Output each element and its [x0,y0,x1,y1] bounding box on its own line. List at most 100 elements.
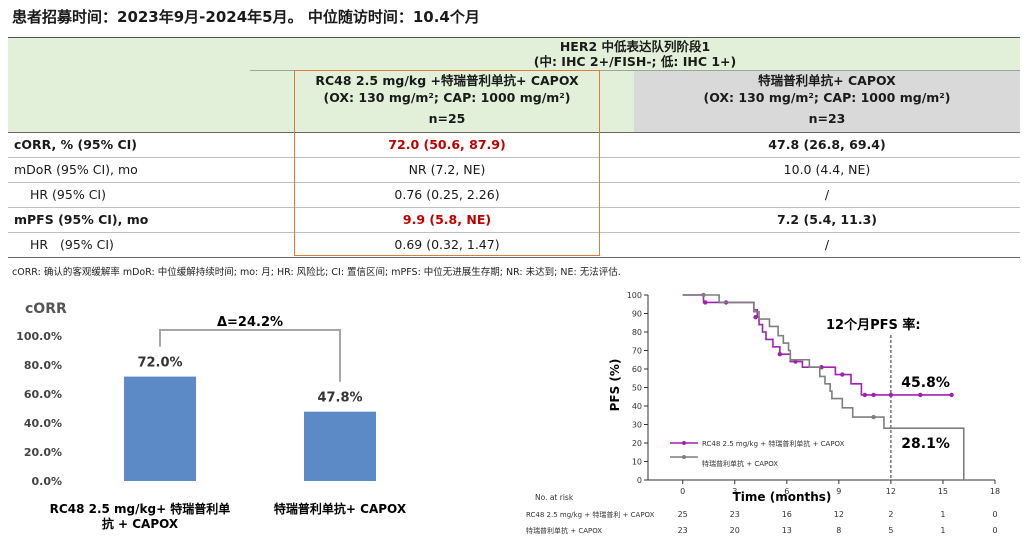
arm2-12m-pfs-label: 28.1% [901,436,950,452]
bar-y-tick-label: 80.0% [24,359,62,372]
bar-x-axis: RC48 2.5 mg/kg+ 特瑞普利单抗 + CAPOX 特瑞普利单抗+ CA… [50,501,407,531]
bar-category-label: RC48 2.5 mg/kg+ 特瑞普利单 [50,501,231,516]
at-risk-count: 16 [782,510,792,519]
row-label-hr-dor: HR (95% CI) [30,187,106,202]
arm1-12m-pfs-label: 45.8% [901,375,950,391]
row-label-mdor: mDoR (95% CI), mo [14,162,138,177]
km-censor-mark [871,414,876,420]
bar-category-label: 特瑞普利单抗+ CAPOX [274,501,407,516]
mdor-arm2: 10.0 (4.4, NE) [783,162,871,177]
km-y-tick-label: 90 [632,310,642,319]
arm2-header-background [634,70,1020,132]
bar-y-tick-label: 60.0% [24,388,62,401]
arm2-name: 特瑞普利单抗+ CAPOX [758,73,896,88]
row-label-hr-pfs: HR (95% CI) [30,237,114,252]
row-label-mpfs: mPFS (95% CI), mo [14,212,149,227]
hr-dor-arm1: 0.76 (0.25, 2.26) [394,187,500,202]
km-censor-mark [871,392,876,398]
km-y-tick-label: 80 [632,328,642,337]
bar [304,411,376,481]
at-risk-count: 0 [992,510,997,519]
at-risk-count: 12 [834,510,844,519]
km-censor-mark [840,372,845,377]
cohort-subtitle: (中: IHC 2+/FISH-; 低: IHC 1+) [533,54,737,69]
footnote: cORR: 确认的客观缓解率 mDoR: 中位缓解持续时间; mo: 月; HR… [12,267,621,278]
corr-arm2: 47.8 (26.8, 69.4) [768,137,886,152]
arm1-n: n=25 [428,111,466,126]
bar-series: 72.0% 47.8% [124,356,376,481]
km-x-tick-label: 18 [990,487,1000,496]
bar-y-tick-label: 100.0% [16,330,62,343]
km-legend-label: 特瑞普利单抗 + CAPOX [702,459,778,468]
at-risk-row-label: 特瑞普利单抗 + CAPOX [526,526,602,535]
bar-y-tick-label: 20.0% [24,446,62,459]
km-legend-marker [682,455,686,459]
at-risk-count: 8 [836,526,841,535]
km-x-tick-label: 3 [732,487,737,496]
km-y-tick-label: 100 [627,291,642,300]
km-censor-mark [753,315,758,320]
km-censor-mark [949,392,954,398]
km-x-tick-label: 0 [680,487,685,496]
km-x-tick-label: 9 [836,487,841,496]
cohort-title: HER2 中低表达队列阶段1 [559,39,711,54]
bar-y-tick-label: 0.0% [31,475,62,488]
bar-y-axis: 0.0% 20.0% 40.0% 60.0% 80.0% 100.0% [16,330,62,488]
bar-category-label: 抗 + CAPOX [102,516,179,531]
bracket-line [159,329,341,382]
arm2-dose: (OX: 130 mg/m²; CAP: 1000 mg/m²) [703,90,951,105]
km-y-tick-label: 20 [632,439,642,448]
bar [124,376,196,481]
at-risk-count: 25 [678,510,688,519]
bar-y-tick-label: 40.0% [24,417,62,430]
delta-label: Δ=24.2% [217,315,283,330]
at-risk-count: 1 [940,510,945,519]
at-risk-count: 23 [730,510,740,519]
at-risk-count: 5 [888,526,893,535]
corr-bar-chart: cORR 0.0% 20.0% 40.0% 60.0% 80.0% 100.0% 72.0… [16,301,407,531]
km-curve-2 [682,294,965,480]
km-legend-marker [682,441,686,445]
km-y-tick-label: 60 [632,365,642,374]
arm1-highlight-box [294,70,600,256]
page-title: 患者招募时间：2023年9月-2024年5月。 中位随访时间：10.4个月 [12,8,480,26]
km-curves [682,292,965,480]
arm1-dose: (OX: 130 mg/m²; CAP: 1000 mg/m²) [323,90,571,105]
row-rule [8,232,1020,233]
pfs-12m-title: 12个月PFS 率: [826,317,921,333]
hr-dor-arm2: / [824,187,830,202]
bar-value-label: 47.8% [317,391,362,406]
km-y-tick-label: 0 [637,476,642,485]
table-bottom-rule [8,257,1020,258]
km-x-tick-label: 6 [784,487,789,496]
arm1-name: RC48 2.5 mg/kg +特瑞普利单抗+ CAPOX [315,73,579,88]
mpfs-arm2: 7.2 (5.4, 11.3) [776,212,877,227]
row-label-corr: cORR, % (95% CI) [14,137,138,152]
km-y-tick-label: 40 [632,402,642,411]
km-y-tick-label: 10 [632,458,642,467]
km-censor-mark [703,300,708,305]
km-y-tick-label: 30 [632,421,642,430]
at-risk-count: 2 [888,510,893,519]
delta-bracket: Δ=24.2% [159,315,341,382]
at-risk-count: 1 [940,526,945,535]
km-x-tick-label: 15 [938,487,948,496]
at-risk-count: 23 [678,526,688,535]
row-rule [8,157,1020,158]
corr-arm1: 72.0 (50.6, 87.9) [388,137,506,152]
at-risk-count: 13 [782,526,792,535]
km-legend: RC48 2.5 mg/kg + 特瑞普利单抗 + CAPOX 特瑞普利单抗 + … [670,439,845,468]
km-y-tick-label: 50 [632,384,642,393]
at-risk-title: No. at risk [535,493,574,502]
at-risk-table: No. at risk RC48 2.5 mg/kg + 特瑞普利 + CAPOX… [526,493,998,535]
at-risk-row-label: RC48 2.5 mg/kg + 特瑞普利 + CAPOX [526,510,655,519]
group-rule [250,70,1020,71]
arm2-n: n=23 [808,111,846,126]
km-y-axis-label: PFS (%) [608,359,622,412]
hr-pfs-arm1: 0.69 (0.32, 1.47) [394,237,500,252]
km-x-axis-label: Time (months) [733,490,832,504]
mpfs-arm1: 9.9 (5.8, NE) [402,212,492,227]
table-top-rule [8,37,1020,38]
km-censor-mark [777,352,783,357]
